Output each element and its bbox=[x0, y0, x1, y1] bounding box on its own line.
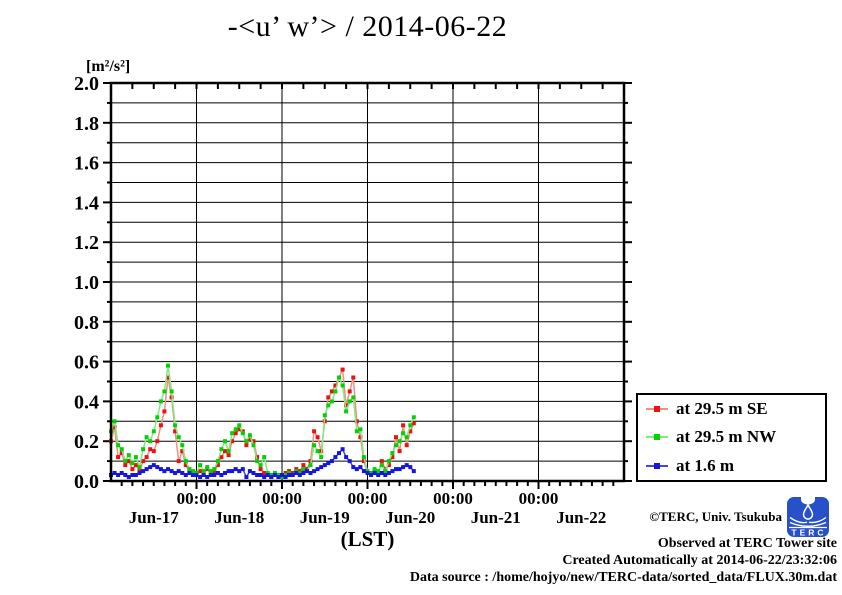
terc-logo-text: TERC bbox=[791, 528, 826, 538]
legend-item-1-6m: at 1.6 m bbox=[645, 456, 825, 476]
y-tick-label: 0.6 bbox=[74, 352, 99, 374]
y-tick-label: 0.4 bbox=[74, 391, 99, 413]
x-day-label: Jun-17 bbox=[129, 508, 180, 527]
x-day-label: Jun-19 bbox=[300, 508, 350, 527]
footer-data-source: Data source : /home/hojyo/new/TERC-data/… bbox=[409, 570, 837, 585]
x-day-label: Jun-18 bbox=[214, 508, 264, 527]
legend-label-se: at 29.5 m SE bbox=[676, 399, 768, 419]
x-day-label: Jun-20 bbox=[385, 508, 435, 527]
series-points-2 bbox=[109, 447, 416, 479]
y-tick-label: 1.6 bbox=[74, 153, 99, 175]
x-midnight-label: 00:00 bbox=[433, 489, 473, 508]
y-tick-label: 1.2 bbox=[74, 232, 99, 254]
x-midnight-label: 00:00 bbox=[262, 489, 302, 508]
y-tick-label: 1.8 bbox=[74, 113, 99, 135]
x-midnight-label: 00:00 bbox=[348, 489, 388, 508]
series-nw-marker-icon bbox=[646, 434, 668, 441]
x-axis-lst-label: (LST) bbox=[340, 527, 395, 551]
legend-item-29-5m-se: at 29.5 m SE bbox=[645, 399, 825, 419]
legend-label-nw: at 29.5 m NW bbox=[676, 427, 777, 447]
legend-label-1-6m: at 1.6 m bbox=[676, 455, 735, 475]
footer-observed-at: Observed at TERC Tower site bbox=[657, 536, 837, 551]
chart-title: -<u’ w’> / 2014-06-22 bbox=[227, 10, 508, 43]
x-day-label: Jun-22 bbox=[556, 508, 606, 527]
x-day-label: Jun-21 bbox=[471, 508, 521, 527]
series-1-6m-marker-icon bbox=[646, 462, 668, 469]
footer-copyright: ©TERC, Univ. Tsukuba bbox=[649, 509, 782, 524]
x-midnight-label: 00:00 bbox=[177, 489, 217, 508]
legend-item-29-5m-nw: at 29.5 m NW bbox=[645, 427, 825, 447]
y-tick-label: 1.0 bbox=[74, 272, 99, 294]
footer-created-at: Created Automatically at 2014-06-22/23:3… bbox=[562, 553, 837, 568]
y-tick-label: 0.0 bbox=[74, 471, 99, 493]
y-tick-label: 0.2 bbox=[74, 431, 99, 453]
x-midnight-label: 00:00 bbox=[519, 489, 559, 508]
y-tick-label: 1.4 bbox=[74, 192, 99, 214]
legend: at 29.5 m SE at 29.5 m NW at 1.6 m bbox=[636, 393, 827, 482]
plot-border bbox=[109, 81, 626, 483]
y-axis-unit-label: [m²/s²] bbox=[86, 58, 131, 75]
y-tick-label: 2.0 bbox=[74, 73, 99, 95]
terc-logo-icon: TERC bbox=[787, 496, 829, 538]
series-se-marker-icon bbox=[646, 406, 668, 413]
y-tick-label: 0.8 bbox=[74, 312, 99, 334]
